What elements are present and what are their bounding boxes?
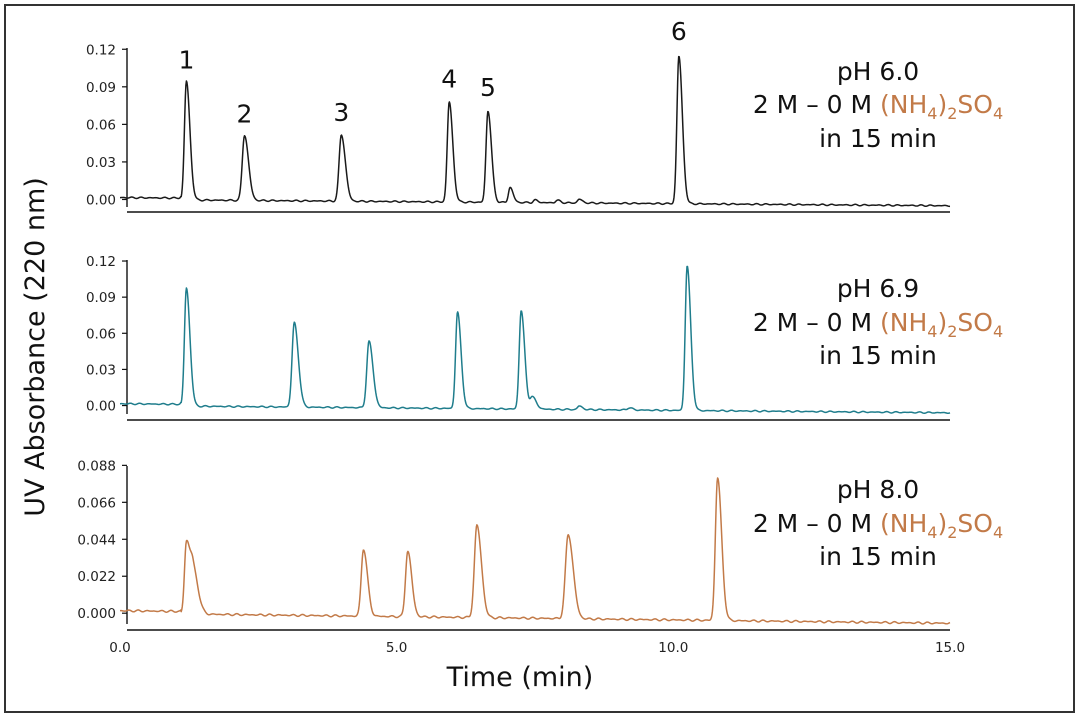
x-axis-title: Time (min) (446, 662, 594, 693)
x-tick-label: 15.0 (935, 640, 965, 656)
y-tick-label: 0.00 (86, 399, 116, 415)
y-tick-label: 0.03 (86, 155, 116, 171)
panel-ph80: 0.000 0.022 0.044 0.066 0.088 pH 8.0 2 M – 0 M… (77, 458, 1003, 631)
condition-duration: in 15 min (819, 341, 937, 370)
peak-label: 3 (333, 98, 349, 127)
peak-label: 4 (441, 64, 457, 93)
figure-frame (4, 4, 1075, 713)
chromatogram-trace-ph80 (119, 477, 951, 625)
peak-label: 5 (480, 73, 496, 102)
y-tick-label: 0.044 (77, 532, 116, 548)
panel-ph60: 0.00 0.03 0.06 0.09 0.12 1 2 3 4 5 6 pH 6.0 2 M – 0 … (86, 17, 1003, 213)
condition-gradient: 2 M – 0 M (NH4)2SO4 (753, 308, 1003, 341)
x-tick-label: 5.0 (386, 640, 407, 656)
chart-panels: 0.00 0.03 0.06 0.09 0.12 1 2 3 4 5 6 pH 6.0 2 M – 0 … (77, 17, 1003, 656)
chromatogram-trace-ph69 (119, 265, 951, 415)
condition-ph: pH 6.0 (837, 57, 919, 86)
y-tick-label: 0.03 (86, 362, 116, 378)
condition-duration: in 15 min (819, 124, 937, 153)
peak-label: 6 (671, 17, 687, 46)
y-tick-label: 0.00 (86, 192, 116, 208)
peak-label: 2 (237, 99, 253, 128)
condition-duration: in 15 min (819, 542, 937, 571)
y-tick-label: 0.09 (86, 80, 116, 96)
chromatogram-trace-ph60 (119, 55, 951, 208)
y-tick-label: 0.09 (86, 290, 116, 306)
y-tick-label: 0.022 (77, 569, 116, 585)
y-axis-title: UV Absorbance (220 nm) (20, 177, 51, 517)
x-tick-label: 0.0 (109, 640, 130, 656)
peak-label: 1 (178, 46, 194, 75)
x-axis-ticks: 0.0 5.0 10.0 15.0 (109, 640, 965, 656)
condition-ph: pH 8.0 (837, 475, 919, 504)
x-tick-label: 10.0 (658, 640, 688, 656)
y-tick-label: 0.066 (77, 495, 116, 511)
y-tick-label: 0.000 (77, 606, 116, 622)
y-tick-label: 0.088 (77, 458, 116, 474)
y-tick-label: 0.12 (86, 254, 116, 270)
condition-ph: pH 6.9 (837, 274, 919, 303)
condition-gradient: 2 M – 0 M (NH4)2SO4 (753, 90, 1003, 123)
y-tick-label: 0.12 (86, 42, 116, 58)
y-tick-label: 0.06 (86, 117, 116, 133)
condition-gradient: 2 M – 0 M (NH4)2SO4 (753, 509, 1003, 542)
panel-ph69: 0.00 0.03 0.06 0.09 0.12 pH 6.9 2 M – 0 M (NH4… (86, 254, 1003, 421)
y-tick-label: 0.06 (86, 326, 116, 342)
